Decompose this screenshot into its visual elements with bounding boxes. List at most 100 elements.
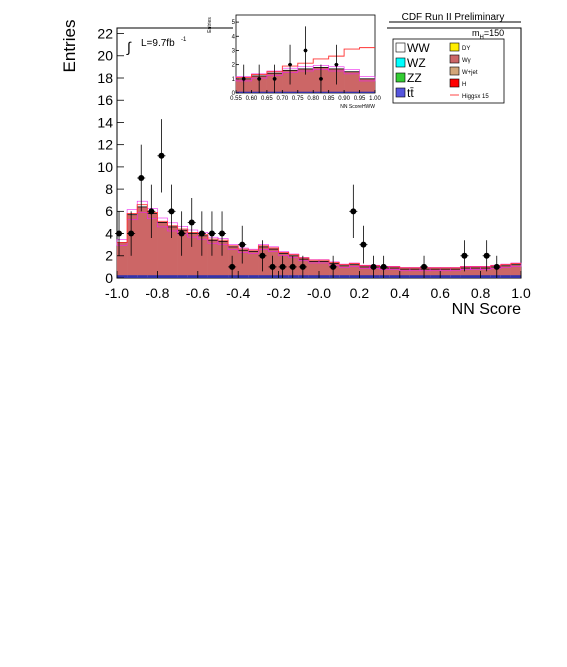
x-tick-label: 0.85 (323, 96, 335, 102)
y-tick-label: 2 (232, 63, 236, 69)
bar-ttbar (399, 275, 410, 278)
data-point (198, 230, 205, 237)
bar-ttbar (187, 275, 198, 278)
legend-swatch (449, 42, 460, 52)
legend-swatch (395, 87, 406, 98)
y-tick-label: 0 (105, 270, 113, 286)
x-tick-label: 1.0 (511, 285, 531, 301)
data-point (279, 263, 286, 270)
x-tick-label: 0.8 (471, 285, 491, 301)
legend-label: Higgsx 15 (462, 94, 489, 100)
bar-background (147, 213, 158, 276)
legend-swatch (449, 78, 460, 88)
data-point (380, 263, 387, 270)
x-tick-label: 0.4 (390, 285, 410, 301)
y-tick-label: 1 (232, 77, 236, 83)
main-axes: -1.0 -0.8 -0.6 -0.4 -0.2 -0.0 0.2 0.4 0.6 0.8 1.00… (97, 25, 531, 301)
uncertainty-band (359, 76, 376, 82)
x-tick-label: 0.65 (261, 96, 273, 102)
y-tick-label: 12 (97, 137, 113, 153)
data-point (178, 230, 185, 237)
bar-background (237, 250, 249, 276)
bar-ttbar (430, 275, 441, 278)
legend-label: WW (407, 41, 430, 55)
bar-ttbar (480, 275, 491, 278)
bar-ttbar (344, 91, 360, 93)
legend-swatch (395, 42, 406, 53)
bar-ttbar (359, 275, 370, 278)
bar-ttbar (177, 275, 188, 278)
bar-ttbar (329, 275, 340, 278)
bar-ttbar (470, 275, 481, 278)
bar-background (126, 214, 138, 276)
legend-label: WZ (407, 56, 426, 70)
higgs-x15-line (117, 204, 521, 269)
bar-background (359, 266, 370, 276)
bar-background (480, 267, 491, 276)
x-tick-label: 0.60 (246, 96, 258, 102)
data-point (269, 263, 276, 270)
data-point (319, 77, 323, 81)
bar-ttbar (359, 91, 375, 93)
bar-ttbar (268, 275, 279, 278)
legend-swatch (449, 54, 460, 64)
bar-ttbar (500, 275, 511, 278)
bar-background (197, 235, 209, 276)
y-tick-label: 20 (97, 48, 113, 64)
bar-background (399, 268, 411, 276)
bar-background (308, 261, 320, 276)
data-point (158, 152, 165, 159)
bar-ttbar (420, 275, 431, 278)
x-tick-label: 0.80 (307, 96, 319, 102)
mass-label: mH=150 (472, 28, 504, 41)
bar-ttbar (349, 275, 360, 278)
x-tick-label: 0.70 (276, 96, 288, 102)
bar-background (450, 268, 461, 276)
legend-swatch (449, 66, 460, 76)
luminosity-label: L=9.7fb (141, 38, 175, 49)
bar-background (268, 248, 279, 276)
uncertainty-band (343, 69, 360, 75)
data-point (116, 230, 123, 237)
bar-background (429, 268, 441, 276)
inset-data-points (241, 26, 339, 93)
bar-ttbar (308, 275, 319, 278)
bar-background (207, 240, 219, 276)
data-point (303, 48, 308, 53)
chart-title: CDF Run II Preliminary (402, 12, 505, 23)
bar-ttbar (328, 91, 345, 93)
legend-label: tt̄ (407, 86, 414, 100)
bar-ttbar (288, 275, 299, 278)
bar-ttbar (117, 275, 128, 278)
x-tick-label: -0.2 (267, 285, 291, 301)
x-tick-label: -0.4 (226, 285, 250, 301)
data-point (241, 77, 246, 81)
bar-ttbar (440, 275, 451, 278)
y-tick-label: 18 (97, 70, 113, 86)
bar-ttbar (460, 275, 471, 278)
y-tick-label: 5 (232, 20, 236, 26)
y-axis-title: Entries (60, 20, 79, 73)
main-histogram-stack (116, 200, 522, 278)
x-tick-label: -0.0 (307, 285, 331, 301)
bar-background (470, 267, 481, 276)
bar-background (136, 206, 148, 276)
legend-swatch (395, 57, 406, 68)
data-point (128, 230, 135, 237)
bar-ttbar (167, 275, 178, 278)
bar-background (116, 242, 128, 276)
bar-ttbar (238, 275, 249, 278)
bar-background (419, 268, 431, 276)
inset-y-axis-title: Entries (207, 17, 213, 33)
bar-background (440, 268, 451, 276)
y-tick-label: 14 (97, 114, 113, 130)
y-tick-label: 3 (232, 49, 236, 55)
data-point (421, 263, 428, 270)
x-tick-label: -0.6 (186, 285, 210, 301)
bar-ttbar (218, 275, 229, 278)
x-tick-label: 1.00 (369, 96, 381, 102)
data-point (493, 263, 500, 270)
y-tick-label: 22 (97, 25, 113, 41)
bar-ttbar (127, 275, 138, 278)
y-tick-label: 0 (232, 91, 236, 97)
